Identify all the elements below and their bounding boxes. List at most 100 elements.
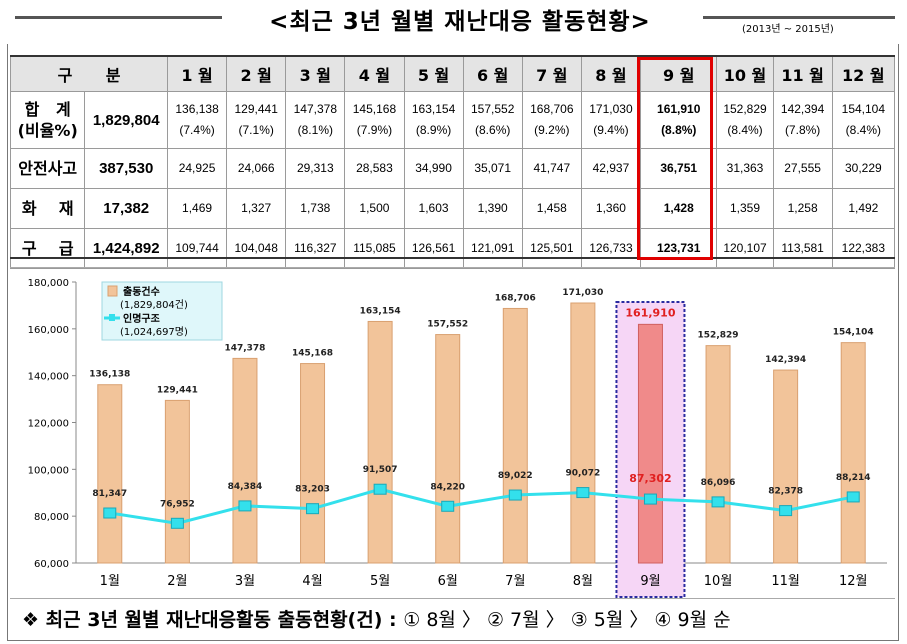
footer-divider [10, 598, 895, 599]
line-data-label: 83,203 [295, 485, 330, 495]
table-cell: 24,925 [166, 148, 228, 189]
table-row: 구 급 1,424,892 109,744 104,048 116,327 115,085… [9, 228, 896, 269]
section-divider [10, 267, 895, 268]
line-point [306, 503, 320, 515]
bar-data-label: 152,829 [698, 331, 739, 341]
legend-box [101, 281, 223, 341]
x-tick-label: 5월 [370, 574, 390, 589]
bar-data-label: 168,706 [495, 293, 536, 303]
cell-value: 104,048 [234, 241, 278, 255]
cell-value: 1,428 [663, 201, 694, 215]
cell-value: 116,327 [294, 241, 337, 255]
cell-value: 145,168 [352, 102, 397, 116]
x-tick-label: 10월 [704, 574, 733, 589]
month-header: 10 월 [716, 55, 774, 92]
cell-value: 28,583 [356, 161, 393, 175]
table-cell: 1,469 [166, 188, 228, 229]
cell-value: 27,555 [784, 161, 821, 175]
legend-bar-name: 출동건수 [123, 285, 160, 298]
bar-data-label: 129,441 [157, 385, 198, 395]
table-cell: 136,138 (7.4%) [166, 91, 228, 149]
month-header: 3 월 [285, 55, 346, 92]
cell-ratio: (9.2%) [534, 123, 570, 137]
bar [840, 342, 866, 564]
cell-value: 161,910 [657, 102, 701, 116]
table-row: 안전사고 387,530 24,925 24,066 29,313 28,583 34,99… [9, 148, 896, 189]
y-tick-label: 100,000 [28, 465, 69, 476]
table-cell: 116,327 [285, 228, 346, 269]
table-cell: 123,731 [639, 228, 718, 269]
x-tick-label: 6월 [438, 574, 458, 589]
cell-value: 30,229 [844, 161, 882, 175]
table-cell: 1,603 [403, 188, 464, 229]
cell-ratio: (7.1%) [238, 123, 274, 137]
table-corner-header: 구 분 [10, 55, 168, 92]
table-cell: 168,706 (9.2%) [521, 91, 582, 149]
table-cell: 163,154 (8.9%) [403, 91, 464, 149]
cell-value: 126,561 [411, 241, 456, 255]
footer-text: 최근 3년 월별 재난대응활동 출동현황(건) : [45, 609, 397, 631]
row-total: 1,829,804 [84, 91, 168, 149]
line-point [508, 489, 522, 501]
table-cell: 161,910 (8.8%) [639, 91, 718, 149]
line-point [238, 500, 252, 512]
cell-value: 125,501 [530, 241, 574, 255]
cell-ratio: (8.4%) [727, 123, 763, 137]
legend-line-name: 인명구조 [123, 312, 160, 325]
line-point [846, 491, 860, 503]
row-label-text: 합 계 [24, 100, 71, 119]
cell-value: 29,313 [296, 161, 334, 175]
bar [502, 307, 528, 564]
footer-ranking: ① 8월 〉 ② 7월 〉 ③ 5월 〉 ④ 9월 순 [403, 609, 731, 631]
table-top-border [10, 55, 895, 57]
bar-data-label: 147,378 [224, 343, 265, 353]
cell-value: 1,469 [182, 201, 213, 215]
bar-data-label: 142,394 [765, 355, 806, 365]
legend-line-marker [109, 314, 115, 321]
line-data-label: 88,214 [836, 473, 871, 483]
table-cell: 1,390 [462, 188, 523, 229]
row-total: 17,382 [84, 188, 168, 229]
bar-data-label: 163,154 [360, 306, 401, 316]
line-data-label: 90,072 [566, 469, 601, 479]
cell-ratio: (7.9%) [356, 123, 393, 137]
cell-ratio: (8.4%) [845, 123, 881, 137]
row-label: 화 재 [9, 188, 86, 229]
y-tick-label: 160,000 [28, 325, 69, 336]
table-cell: 36,751 [639, 148, 718, 189]
footer-mark: ❖ [22, 609, 40, 631]
title-rule-right [703, 16, 895, 19]
row-label-text: 화 재 [21, 199, 74, 218]
x-tick-label: 1월 [100, 574, 120, 589]
cell-value: 154,104 [841, 102, 886, 116]
table-cell: 27,555 [772, 148, 833, 189]
cell-value: 1,458 [536, 201, 567, 215]
table-cell: 28,583 [344, 148, 405, 189]
bar [367, 320, 393, 564]
line-point [643, 493, 657, 505]
cell-value: 121,091 [470, 241, 515, 255]
table-cell: 122,383 [831, 228, 896, 269]
content-frame [7, 44, 899, 641]
cell-value: 35,071 [474, 161, 512, 175]
cell-value: 1,360 [595, 201, 626, 215]
bar-data-label: 157,552 [427, 320, 468, 330]
x-tick-label: 4월 [302, 574, 322, 589]
line-data-label: 82,378 [768, 487, 803, 497]
cell-value: 31,363 [726, 161, 764, 175]
rescue-line [109, 487, 854, 525]
cell-ratio: (7.8%) [784, 123, 821, 137]
cell-value: 1,258 [787, 201, 818, 215]
cell-value: 1,327 [241, 201, 272, 215]
cell-value: 1,359 [729, 201, 761, 215]
title-rule-left [15, 16, 222, 19]
table-cell: 41,747 [521, 148, 582, 189]
row-label: 구 급 [9, 228, 86, 269]
bar [570, 302, 596, 564]
table-cell: 152,829 (8.4%) [716, 91, 774, 149]
table-cell: 31,363 [716, 148, 774, 189]
legend-bar-note: (1,829,804건) [120, 299, 188, 311]
month-header: 8 월 [580, 55, 642, 92]
table-cell: 1,500 [344, 188, 405, 229]
cell-value: 123,731 [657, 241, 701, 255]
